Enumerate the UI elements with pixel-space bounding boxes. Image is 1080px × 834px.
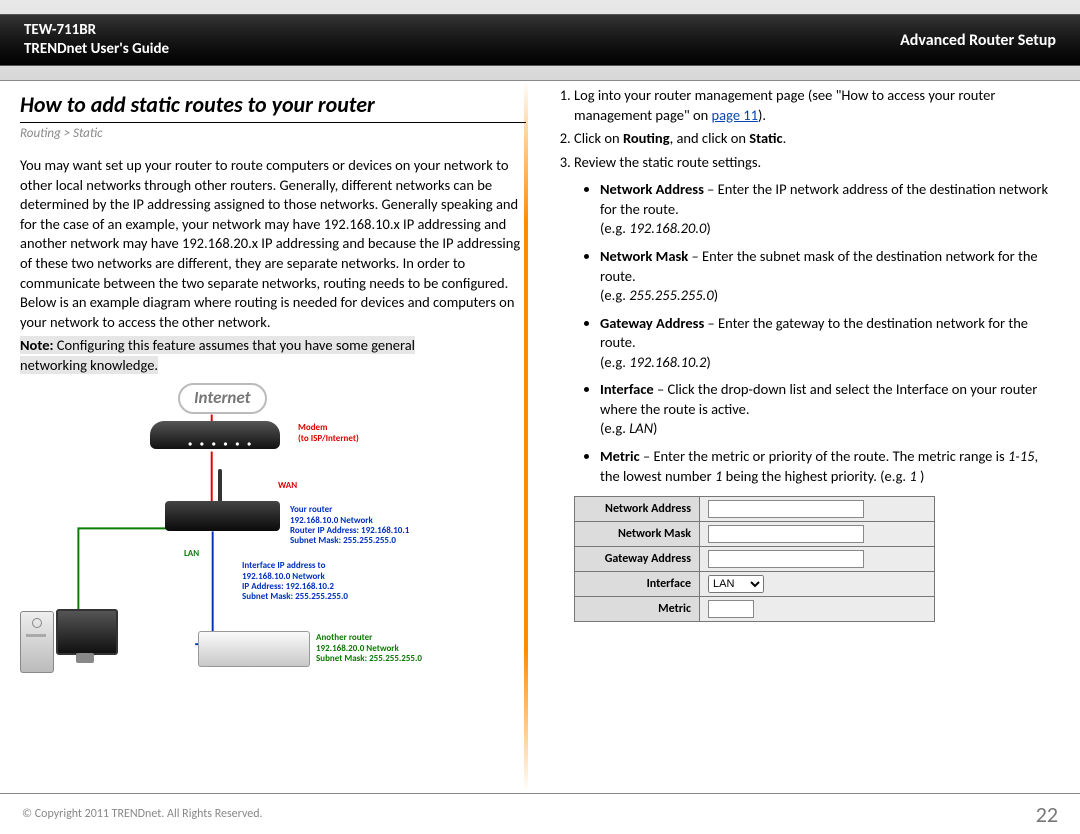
bullet-interface: Interface – Click the drop-down list and… [600,380,1060,439]
bullet-metric: Metric – Enter the metric or priority of… [600,447,1060,486]
note-paragraph: Note: Configuring this feature assumes t… [20,336,526,375]
gateway-address-input[interactable] [708,550,864,568]
modem-label: Modem(to ISP/Internet) [298,423,359,444]
settings-bullets: Network Address – Enter the IP network a… [554,180,1060,486]
antenna-icon [218,469,222,502]
another-router-label: Another router 192.168.20.0 Network Subn… [316,633,422,664]
step-2: Click on Routing, and click on Static. [574,129,1060,149]
footer: © Copyright 2011 TRENDnet. All Rights Re… [0,793,1080,834]
internet-label: Internet [178,383,267,414]
section-title: How to add static routes to your router [20,90,526,123]
note-label: Note: [20,336,54,354]
interface-select[interactable]: LAN [708,575,764,593]
breadcrumb: Routing > Static [20,125,526,143]
note-text-2: networking knowledge. [20,356,158,374]
row-network-mask-label: Network Mask [575,522,700,547]
right-column: Log into your router management page (se… [554,86,1060,790]
another-router-icon [198,631,310,667]
steps-list: Log into your router management page (se… [554,86,1060,172]
bullet-network-mask: Network Mask – Enter the subnet mask of … [600,247,1060,306]
network-address-input[interactable] [708,500,864,518]
copyright: © Copyright 2011 TRENDnet. All Rights Re… [22,807,263,821]
metric-input[interactable] [708,600,754,618]
bullet-network-address: Network Address – Enter the IP network a… [600,180,1060,239]
model-number: TEW-711BR [24,21,169,41]
row-gateway-address-label: Gateway Address [575,547,700,572]
left-column: How to add static routes to your router … [20,86,526,790]
row-metric-label: Metric [575,597,700,622]
page-number: 22 [1036,801,1058,828]
network-diagram: Internet ● ● ● ● ● ● Modem(to ISP/Intern… [20,383,526,703]
step-3: Review the static route settings. [574,153,1060,173]
your-router-label: Your router 192.168.10.0 Network Router … [290,505,409,546]
step-1: Log into your router management page (se… [574,86,1060,125]
interface-label: Interface IP address to 192.168.10.0 Net… [242,561,348,602]
intro-paragraph: You may want set up your router to route… [20,156,526,332]
section-name: Advanced Router Setup [900,31,1056,50]
wan-label: WAN [278,481,297,491]
page-11-link[interactable]: page 11 [712,106,758,124]
static-route-table: Network Address Network Mask Gateway Add… [574,496,935,622]
note-text-1: Configuring this feature assumes that yo… [54,336,416,354]
monitor-icon [56,609,118,655]
header-bar: TEW-711BR TRENDnet User's Guide Advanced… [0,14,1080,66]
pc-icon [20,611,54,673]
router-icon [165,501,280,531]
guide-title: TRENDnet User's Guide [24,40,169,60]
lan-label: LAN [184,549,199,559]
bullet-gateway-address: Gateway Address – Enter the gateway to t… [600,314,1060,373]
row-interface-label: Interface [575,572,700,597]
network-mask-input[interactable] [708,525,864,543]
row-network-address-label: Network Address [575,497,700,522]
